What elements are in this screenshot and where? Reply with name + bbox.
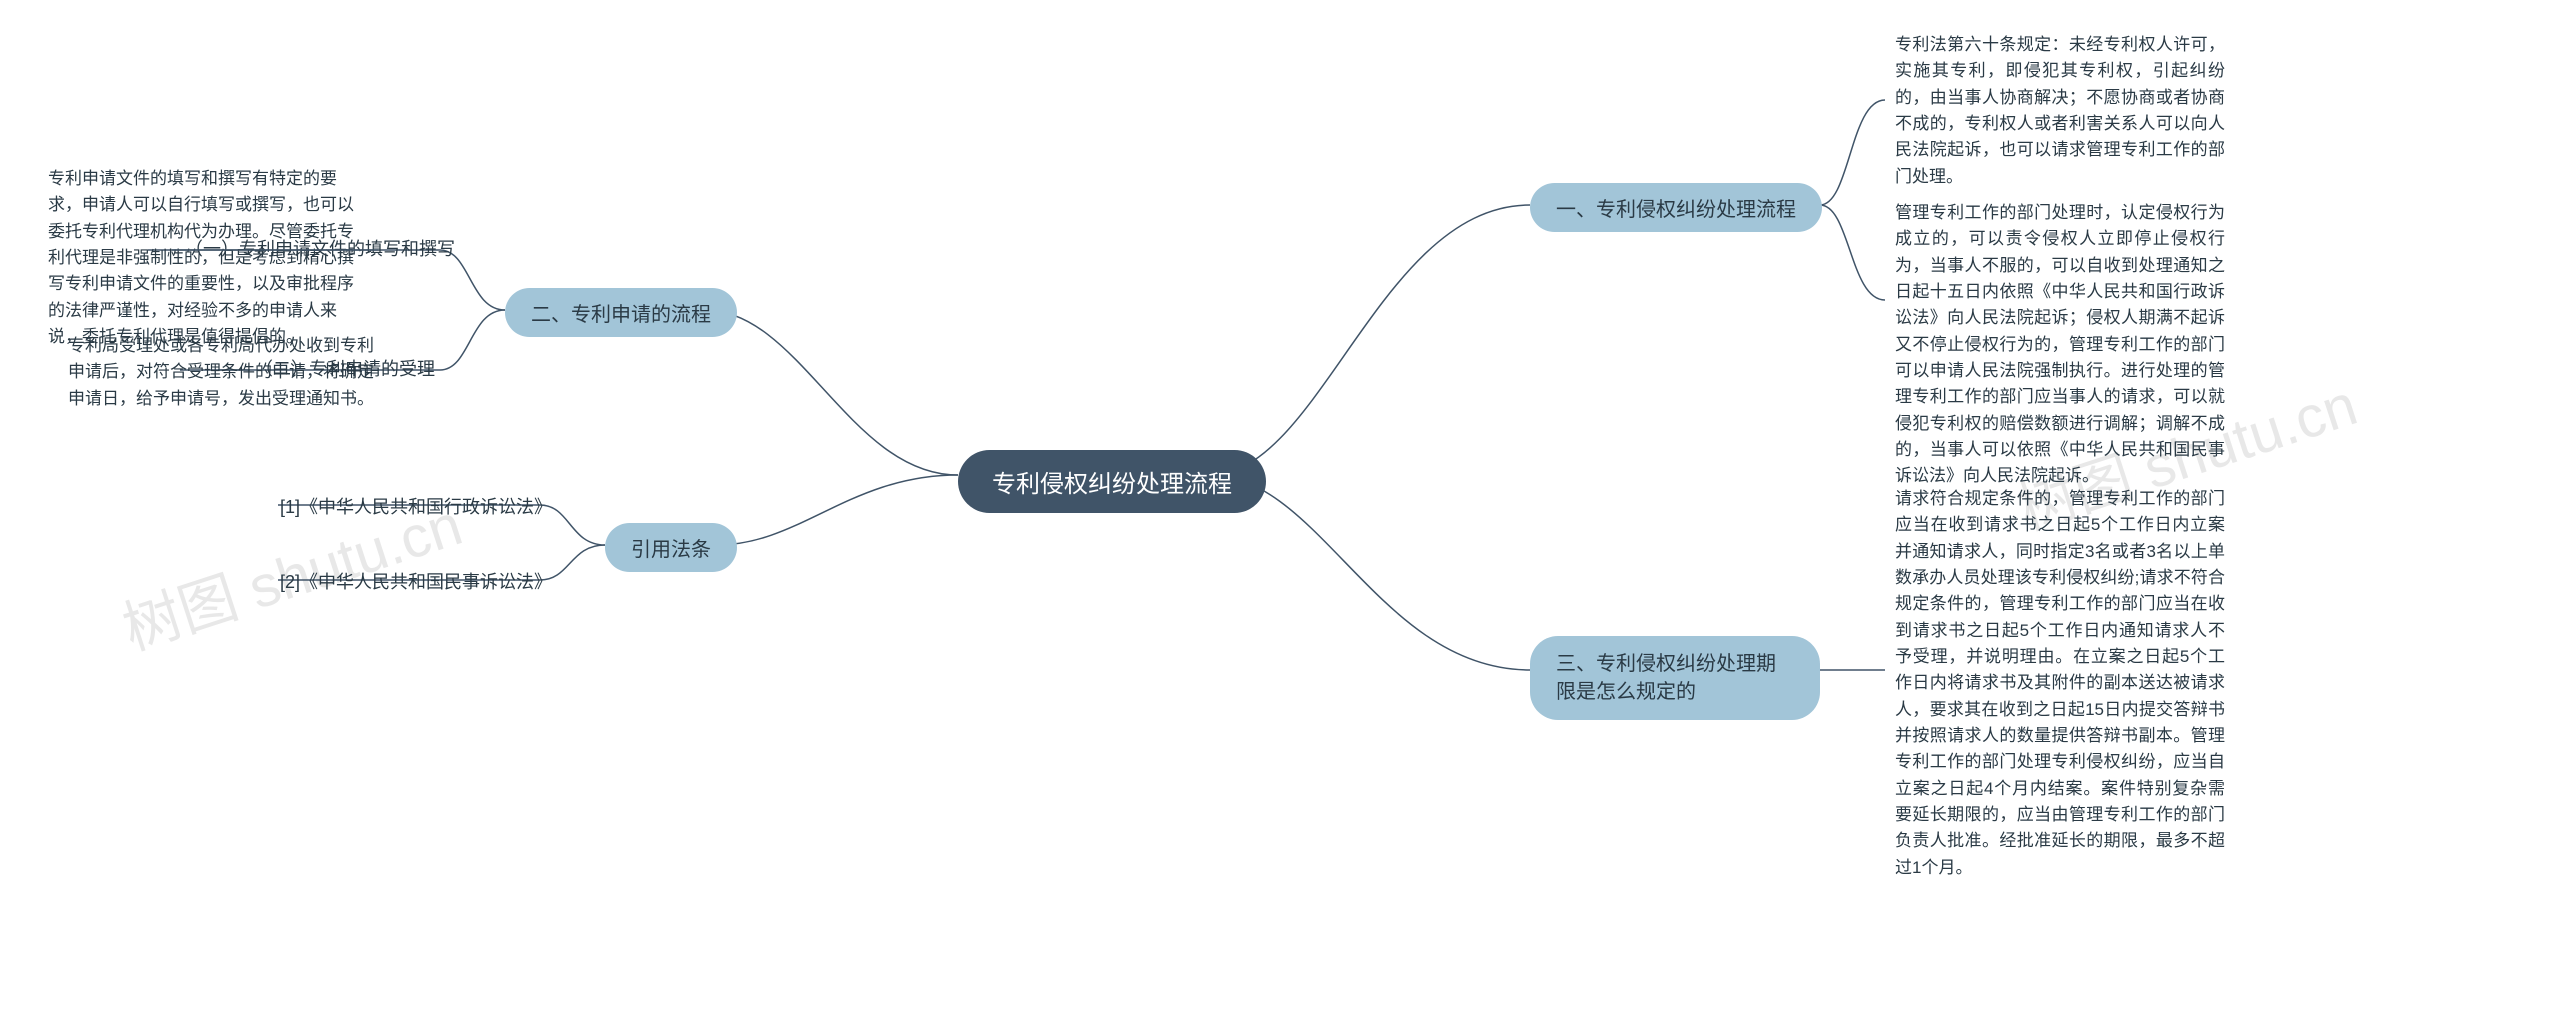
root-node: 专利侵权纠纷处理流程 [958, 450, 1266, 513]
ref-item-2: [2]《中华人民共和国民事诉讼法》 [280, 568, 552, 594]
node-left-2: 二、专利申请的流程 [505, 288, 737, 337]
node-left-ref: 引用法条 [605, 523, 737, 572]
node-left-ref-label: 引用法条 [631, 533, 711, 562]
node-right-3-label: 三、专利侵权纠纷处理期限是怎么规定的 [1556, 653, 1776, 703]
node-right-3: 三、专利侵权纠纷处理期限是怎么规定的 [1530, 636, 1820, 720]
leaf-2-1: 专利申请文件的填写和撰写有特定的要求，申请人可以自行填写或撰写，也可以委托专利代… [48, 166, 368, 350]
leaf-r1-1: 专利法第六十条规定：未经专利权人许可，实施其专利，即侵犯其专利权，引起纠纷的，由… [1895, 32, 2225, 190]
ref-item-1: [1]《中华人民共和国行政诉讼法》 [280, 493, 552, 519]
leaf-2-2: 专利局受理处或各专利局代办处收到专利申请后，对符合受理条件的申请，将确定申请日，… [68, 333, 378, 412]
node-right-1-label: 一、专利侵权纠纷处理流程 [1556, 193, 1796, 222]
node-left-2-label: 二、专利申请的流程 [531, 298, 711, 327]
root-label: 专利侵权纠纷处理流程 [992, 464, 1232, 499]
leaf-r3: 请求符合规定条件的，管理专利工作的部门应当在收到请求书之日起5个工作日内立案并通… [1895, 486, 2225, 881]
node-right-1: 一、专利侵权纠纷处理流程 [1530, 183, 1822, 232]
leaf-r1-2: 管理专利工作的部门处理时，认定侵权行为成立的，可以责令侵权人立即停止侵权行为，当… [1895, 200, 2225, 490]
